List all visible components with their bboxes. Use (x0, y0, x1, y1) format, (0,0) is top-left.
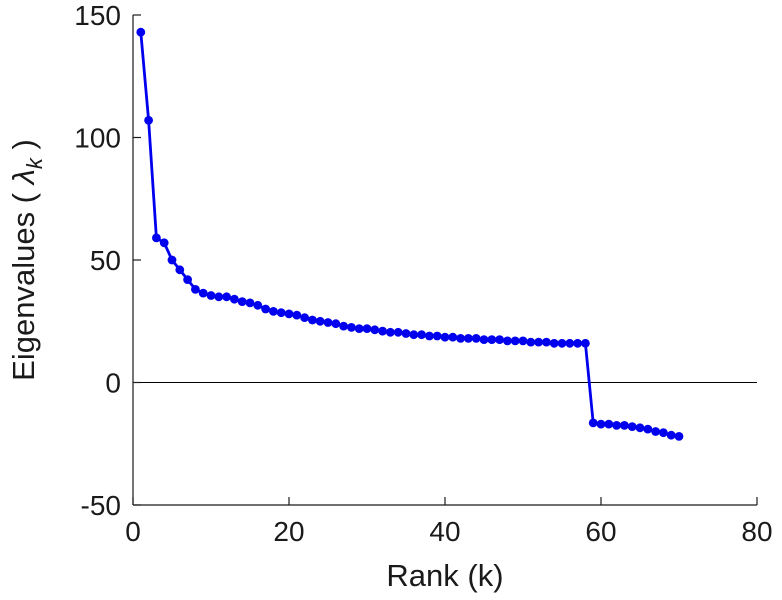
data-point (534, 337, 543, 347)
data-point (401, 329, 411, 338)
data-point (495, 335, 504, 344)
data-point (269, 307, 278, 316)
y-axis-label: Eigenvalues ( λk ) (6, 139, 47, 381)
x-tick-label-20: 20 (273, 516, 304, 547)
data-point (588, 418, 598, 428)
data-point (315, 316, 325, 326)
data-point (230, 294, 239, 304)
data-point (167, 255, 177, 265)
data-point (206, 291, 216, 300)
data-point (666, 430, 676, 440)
y-axis-label-lambda: λ (6, 169, 41, 186)
data-point (651, 427, 660, 436)
data-point (245, 298, 255, 308)
y-axis-label-main: Eigenvalues ( (6, 184, 41, 380)
x-tick-label-40: 40 (429, 516, 460, 547)
data-point (144, 115, 154, 125)
data-point (635, 423, 645, 433)
data-point (596, 419, 606, 429)
data-point (136, 27, 146, 37)
data-point (510, 336, 520, 346)
data-point (191, 285, 200, 294)
data-point (503, 336, 512, 346)
data-point (152, 233, 161, 243)
data-point (308, 315, 317, 325)
data-line (139, 30, 681, 438)
data-point (604, 419, 614, 429)
x-tick-label-0: 0 (125, 516, 141, 547)
data-point (214, 292, 224, 302)
data-point (620, 421, 629, 430)
data-point (276, 308, 286, 318)
data-point (643, 424, 653, 434)
data-point (159, 238, 169, 248)
data-point (393, 327, 403, 337)
data-point (549, 338, 559, 348)
data-point (370, 325, 380, 335)
data-point (331, 319, 341, 329)
data-point (183, 275, 193, 284)
y-axis-label-close: ) (6, 139, 41, 158)
data-point (354, 324, 364, 333)
data-point (417, 330, 426, 340)
y-tick-label-0: 0 (105, 368, 121, 399)
data-point (347, 323, 356, 332)
data-point (471, 334, 481, 343)
data-point (674, 432, 684, 441)
data-point (237, 297, 247, 306)
x-tick-label-80: 80 (741, 516, 772, 547)
data-point (627, 422, 637, 431)
data-point (284, 309, 294, 319)
y-tick-label-100: 100 (74, 123, 121, 154)
data-point (253, 300, 263, 310)
data-point (565, 338, 575, 348)
data-point (573, 338, 582, 348)
data-point (300, 313, 309, 322)
x-axis-label: Rank (k) (386, 558, 503, 593)
x-tick-label-60: 60 (585, 516, 616, 547)
data-point (456, 334, 465, 343)
data-point (339, 321, 348, 331)
data-point (448, 332, 458, 342)
data-point (292, 310, 302, 320)
data-point (542, 337, 551, 347)
data-point (612, 421, 621, 430)
data-point (659, 428, 668, 438)
data-point (362, 324, 372, 333)
data-point (432, 331, 442, 341)
data-point (323, 318, 333, 327)
data-point (222, 292, 232, 302)
data-point (198, 288, 208, 298)
data-point (518, 336, 528, 346)
data-point (464, 334, 473, 343)
data-point (175, 265, 185, 275)
data-point (425, 331, 434, 341)
data-point (526, 337, 536, 347)
y-tick-label--50: -50 (81, 490, 121, 521)
data-point (487, 335, 497, 344)
y-axis-label-sub-k: k (22, 157, 47, 169)
y-tick-label-50: 50 (90, 245, 121, 276)
y-tick-label-150: 150 (74, 0, 121, 31)
data-point (261, 304, 270, 314)
data-point (409, 330, 419, 340)
data-point (581, 338, 590, 348)
data-point (440, 332, 450, 342)
data-point (386, 327, 395, 337)
data-point (479, 335, 489, 344)
data-point (557, 338, 567, 348)
data-point (378, 326, 387, 336)
